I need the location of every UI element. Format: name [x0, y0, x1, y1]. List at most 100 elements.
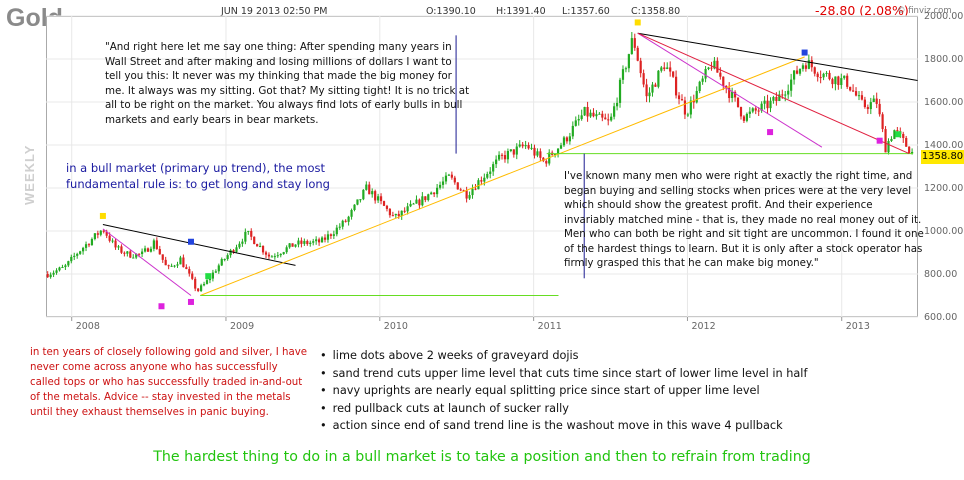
- candle-body: [377, 196, 380, 201]
- candle-body: [728, 87, 731, 99]
- candle-body: [335, 227, 338, 235]
- candle-body: [689, 100, 692, 115]
- candle-body: [542, 157, 545, 162]
- candle-body: [816, 73, 819, 78]
- candle-body: [763, 100, 766, 104]
- candle-body: [630, 38, 633, 55]
- candlestick-chart: 600.00 800.00 1000.00 1200.00 1400.00 1600.00…: [46, 11, 963, 332]
- candle-body: [55, 270, 58, 273]
- candle-body: [648, 92, 651, 97]
- candle-body: [185, 267, 188, 270]
- candle-body: [554, 154, 557, 156]
- candle-body: [837, 76, 840, 86]
- candle-body: [388, 208, 392, 216]
- candle-body: [683, 100, 687, 115]
- candle-body: [787, 90, 790, 95]
- black-2011-downtrend-line: [637, 32, 918, 81]
- candle-body: [739, 106, 743, 117]
- header-high: H:1391.40: [496, 6, 546, 17]
- candle-body: [784, 94, 787, 96]
- candle-body: [273, 256, 276, 258]
- candle-body: [382, 201, 386, 206]
- candle-body: [391, 215, 394, 217]
- candle-body: [400, 210, 403, 217]
- candle-body: [521, 144, 524, 147]
- candle-body: [905, 137, 908, 147]
- candle-body: [362, 189, 365, 200]
- candle-body: [294, 244, 297, 247]
- candle-body: [214, 271, 217, 273]
- candle-body: [604, 117, 607, 120]
- candle-body: [253, 236, 256, 245]
- candle-body: [453, 177, 456, 183]
- candle-body: [633, 38, 636, 48]
- candle-body: [114, 240, 117, 248]
- candle-body: [105, 231, 108, 236]
- candle-body: [489, 171, 492, 174]
- candle-body: [742, 116, 746, 121]
- candle-body: [701, 78, 704, 82]
- candle-body: [831, 79, 834, 85]
- candle-body: [235, 247, 238, 252]
- candle-body: [819, 77, 822, 79]
- magenta-2011-line: [637, 32, 823, 148]
- candle-body: [123, 252, 126, 254]
- candle-body: [471, 188, 474, 196]
- candle-body: [126, 251, 129, 254]
- candle-body: [506, 150, 510, 160]
- candle-body: [624, 68, 628, 70]
- candle-body: [465, 190, 468, 199]
- candle-body: [884, 129, 887, 153]
- candles: [46, 31, 914, 293]
- candle-body: [182, 257, 185, 268]
- candle-body: [279, 253, 282, 256]
- candle-body: [657, 70, 660, 87]
- finviz-watermark: © finviz.com: [897, 6, 952, 16]
- candle-body: [424, 196, 427, 201]
- candle-body: [807, 60, 810, 69]
- candle-body: [64, 265, 67, 268]
- magenta-marker: [876, 137, 883, 144]
- candle-body: [651, 84, 654, 93]
- x-tick-label: 2009: [230, 321, 254, 332]
- candle-body: [527, 145, 530, 149]
- candle-body: [456, 182, 459, 190]
- candle-body: [530, 147, 533, 149]
- candle-body: [350, 209, 353, 217]
- candle-body: [509, 149, 512, 151]
- candle-body: [754, 108, 757, 111]
- candle-body: [642, 73, 645, 85]
- candle-body: [580, 115, 583, 120]
- candle-body: [403, 210, 406, 212]
- candle-body: [813, 67, 816, 74]
- candle-body: [677, 95, 681, 100]
- candle-body: [834, 76, 837, 85]
- candle-body: [132, 257, 135, 259]
- candle-body: [111, 240, 114, 242]
- candle-body: [87, 244, 91, 246]
- candle-body: [574, 120, 577, 126]
- candle-body: [731, 91, 734, 99]
- header-date: JUN 19 2013 02:50 PM: [221, 6, 328, 17]
- candle-body: [447, 174, 451, 176]
- candle-body: [698, 81, 701, 91]
- candle-body: [468, 195, 471, 199]
- candle-body: [264, 252, 268, 255]
- candle-body: [226, 255, 229, 260]
- candle-body: [672, 71, 675, 77]
- candle-body: [875, 98, 878, 104]
- candle-body: [462, 190, 465, 192]
- candle-body: [138, 253, 141, 255]
- candle-body: [58, 267, 61, 271]
- candle-body: [436, 187, 439, 195]
- candle-body: [365, 184, 368, 190]
- signal-markers: [99, 19, 902, 310]
- candle-body: [379, 196, 383, 202]
- footer-caption: The hardest thing to do in a bull market…: [153, 449, 811, 465]
- candle-body: [539, 151, 542, 158]
- candle-body: [250, 230, 253, 237]
- candle-body: [76, 253, 79, 256]
- candle-body: [441, 181, 445, 185]
- candle-body: [418, 199, 421, 206]
- candle-body: [536, 151, 539, 156]
